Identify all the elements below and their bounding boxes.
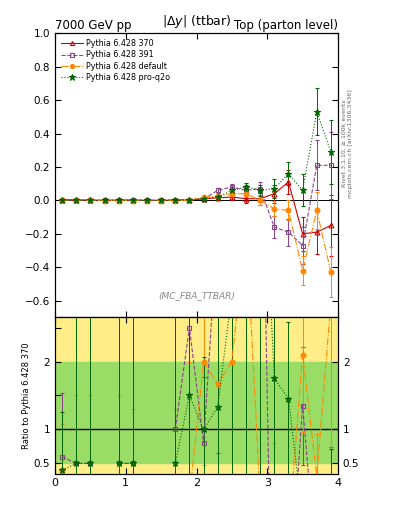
Text: Top (parton level): Top (parton level) bbox=[234, 19, 338, 32]
Text: Rivet 3.1.10, ≥ 100k events: Rivet 3.1.10, ≥ 100k events bbox=[342, 99, 346, 187]
Bar bbox=[55, 361, 338, 463]
Text: (MC_FBA_TTBAR): (MC_FBA_TTBAR) bbox=[158, 291, 235, 301]
Bar bbox=[55, 317, 338, 474]
Y-axis label: Ratio to Pythia 6.428 370: Ratio to Pythia 6.428 370 bbox=[22, 342, 31, 449]
Text: 7000 GeV pp: 7000 GeV pp bbox=[55, 19, 132, 32]
Legend: Pythia 6.428 370, Pythia 6.428 391, Pythia 6.428 default, Pythia 6.428 pro-q2o: Pythia 6.428 370, Pythia 6.428 391, Pyth… bbox=[59, 37, 172, 84]
Text: $|\Delta y|$ (ttbar): $|\Delta y|$ (ttbar) bbox=[162, 13, 231, 30]
Text: mcplots.cern.ch [arXiv:1306.3436]: mcplots.cern.ch [arXiv:1306.3436] bbox=[349, 89, 353, 198]
